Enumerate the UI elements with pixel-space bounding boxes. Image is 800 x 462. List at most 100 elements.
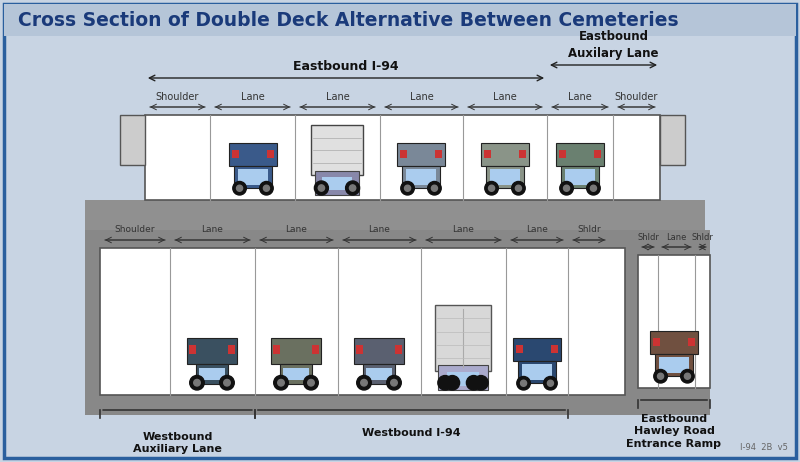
Circle shape: [357, 376, 371, 390]
Text: Eastbound
Hawley Road
Entrance Ramp: Eastbound Hawley Road Entrance Ramp: [626, 414, 722, 449]
Circle shape: [274, 376, 288, 390]
Circle shape: [438, 376, 452, 390]
Circle shape: [547, 380, 554, 386]
Circle shape: [318, 185, 325, 191]
Bar: [481, 143, 529, 166]
Circle shape: [654, 370, 667, 383]
Text: Lane: Lane: [241, 92, 264, 102]
Bar: [120, 115, 145, 165]
Bar: [435, 305, 491, 371]
Text: Lane: Lane: [493, 92, 517, 102]
Bar: [312, 345, 319, 353]
Text: Eastbound I-94: Eastbound I-94: [293, 60, 399, 73]
Circle shape: [563, 185, 570, 191]
Bar: [518, 361, 556, 383]
Bar: [638, 255, 710, 388]
Circle shape: [237, 185, 242, 191]
Circle shape: [586, 182, 600, 195]
Bar: [85, 200, 705, 230]
Circle shape: [658, 373, 664, 379]
Bar: [660, 115, 685, 165]
Text: Shldr: Shldr: [691, 232, 714, 242]
Text: Lane: Lane: [453, 225, 474, 235]
Bar: [280, 364, 312, 384]
Bar: [189, 345, 196, 353]
Circle shape: [512, 182, 526, 195]
Bar: [435, 150, 442, 158]
Bar: [658, 358, 690, 373]
Bar: [565, 170, 595, 185]
Bar: [490, 170, 520, 185]
Text: Lane: Lane: [410, 92, 434, 102]
Circle shape: [308, 379, 314, 386]
Bar: [271, 338, 321, 364]
Circle shape: [401, 182, 414, 195]
Bar: [551, 345, 558, 353]
Bar: [655, 354, 693, 376]
Bar: [85, 230, 710, 415]
Circle shape: [489, 185, 494, 191]
Text: Westbound
Auxiliary Lane: Westbound Auxiliary Lane: [133, 432, 222, 455]
Circle shape: [350, 185, 356, 191]
Text: Shldr: Shldr: [577, 225, 601, 235]
Circle shape: [390, 379, 398, 386]
Bar: [688, 338, 695, 346]
Bar: [229, 143, 277, 166]
Bar: [562, 166, 598, 188]
Circle shape: [260, 182, 273, 195]
Bar: [238, 170, 268, 185]
Circle shape: [278, 379, 284, 386]
Circle shape: [194, 379, 200, 386]
Bar: [199, 368, 225, 380]
Text: Eastbound
Auxilary Lane: Eastbound Auxilary Lane: [568, 30, 658, 60]
Circle shape: [263, 185, 270, 191]
Text: Cross Section of Double Deck Alternative Between Cemeteries: Cross Section of Double Deck Alternative…: [18, 11, 678, 30]
Bar: [234, 166, 272, 188]
Circle shape: [544, 377, 558, 390]
Circle shape: [590, 185, 597, 191]
Circle shape: [220, 376, 234, 390]
Bar: [406, 170, 436, 185]
Bar: [484, 150, 491, 158]
Bar: [273, 345, 280, 353]
Bar: [522, 365, 552, 380]
Circle shape: [361, 379, 367, 386]
Bar: [594, 150, 601, 158]
Bar: [513, 338, 561, 361]
Bar: [653, 338, 660, 346]
Bar: [100, 248, 625, 395]
Bar: [232, 150, 239, 158]
Circle shape: [428, 182, 442, 195]
Text: Lane: Lane: [326, 92, 350, 102]
Bar: [187, 338, 237, 364]
Text: Shoulder: Shoulder: [114, 225, 155, 235]
Bar: [486, 166, 524, 188]
Bar: [362, 364, 395, 384]
Text: I-94  2B  v5: I-94 2B v5: [740, 443, 788, 452]
Bar: [650, 331, 698, 354]
Bar: [315, 170, 359, 195]
Text: Lane: Lane: [286, 225, 307, 235]
Bar: [516, 345, 523, 353]
Circle shape: [517, 377, 530, 390]
Text: Lane: Lane: [369, 225, 390, 235]
Circle shape: [190, 376, 204, 390]
Text: Shoulder: Shoulder: [615, 92, 658, 102]
Bar: [402, 166, 440, 188]
Bar: [395, 345, 402, 353]
Bar: [228, 345, 235, 353]
Bar: [354, 338, 404, 364]
Bar: [438, 365, 488, 390]
Bar: [356, 345, 363, 353]
Bar: [311, 125, 363, 176]
Circle shape: [224, 379, 230, 386]
Circle shape: [346, 181, 360, 195]
Circle shape: [684, 373, 690, 379]
Circle shape: [431, 185, 438, 191]
Circle shape: [466, 376, 481, 390]
Text: Shldr: Shldr: [637, 232, 659, 242]
Circle shape: [515, 185, 522, 191]
Circle shape: [314, 181, 328, 195]
Circle shape: [386, 376, 402, 390]
Circle shape: [681, 370, 694, 383]
